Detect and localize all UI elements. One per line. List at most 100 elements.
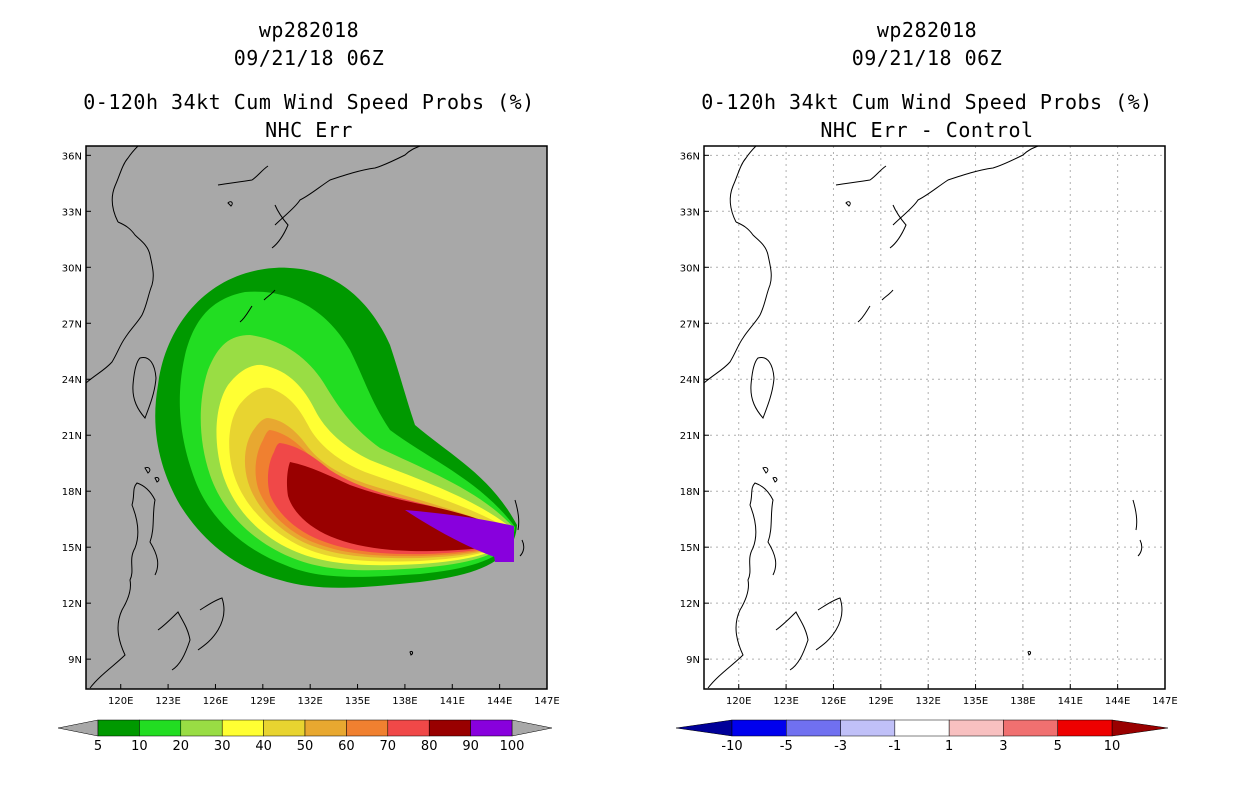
coastline-segment xyxy=(157,611,191,671)
right-gridlines xyxy=(704,146,1165,689)
lat-tick-label: 30N xyxy=(62,263,82,274)
lat-tick-label: 36N xyxy=(680,151,700,162)
colorbar-label: 60 xyxy=(338,739,355,754)
colorbar-label: 40 xyxy=(255,739,272,754)
colorbar-end-high xyxy=(1111,719,1169,737)
lon-tick-label: 120E xyxy=(726,696,751,707)
colorbar-swatch xyxy=(221,719,264,737)
coastline-segment xyxy=(132,356,157,419)
lat-tick-label: 21N xyxy=(680,431,700,442)
lon-tick-label: 129E xyxy=(868,696,893,707)
coastline-segment xyxy=(762,467,778,483)
coastline-segment xyxy=(1132,499,1143,557)
lat-tick-label: 27N xyxy=(62,319,82,330)
coastline-segment xyxy=(89,482,159,689)
colorbar-label: 90 xyxy=(462,739,479,754)
lon-tick-label: 141E xyxy=(1058,696,1083,707)
colorbar-label: -5 xyxy=(780,739,793,754)
lat-tick-label: 18N xyxy=(62,487,82,498)
coastline-segment xyxy=(892,145,1039,226)
colorbar-swatch xyxy=(731,719,787,737)
lon-tick-label: 129E xyxy=(250,696,275,707)
colorbar-swatch xyxy=(180,719,223,737)
left-colorbar: 5 10 20 30 40 50 60 70 80 90 100 xyxy=(57,719,553,754)
coastline-segment xyxy=(197,597,225,651)
colorbar-swatch xyxy=(894,719,950,737)
lat-tick-label: 21N xyxy=(62,431,82,442)
lon-tick-label: 135E xyxy=(345,696,370,707)
coastline-segment xyxy=(889,204,907,249)
colorbar-swatch xyxy=(97,719,140,737)
colorbar-swatch xyxy=(304,719,347,737)
colorbar-label: 10 xyxy=(1104,739,1121,754)
colorbar-swatch xyxy=(786,719,841,737)
coastline-segment xyxy=(227,201,414,656)
left-probability-map: 120E 123E 126E 129E 132E 135E 138E 141E 144E 147E… xyxy=(57,145,560,754)
colorbar-swatch xyxy=(1057,719,1113,737)
lon-tick-label: 126E xyxy=(821,696,846,707)
lat-tick-label: 24N xyxy=(680,375,700,386)
right-panel: wp282018 09/21/18 06Z 0-120h 34kt Cum Wi… xyxy=(618,0,1236,800)
coastline-segment xyxy=(514,499,525,557)
colorbar-swatch xyxy=(948,719,1004,737)
coastline-segment xyxy=(144,467,160,483)
lat-tick-label: 27N xyxy=(680,319,700,330)
lat-tick-label: 33N xyxy=(680,207,700,218)
colorbar-label: 1 xyxy=(945,739,953,754)
lat-tick-label: 12N xyxy=(680,599,700,610)
colorbar-label: 50 xyxy=(297,739,314,754)
colorbar-label: 30 xyxy=(214,739,231,754)
coastline-segment xyxy=(750,356,775,419)
colorbar-swatch xyxy=(387,719,430,737)
left-title-storm-id: wp282018 xyxy=(258,18,360,42)
colorbar-swatch xyxy=(470,719,513,737)
right-axes: 120E 123E 126E 129E 132E 135E 138E 141E 144E 147E… xyxy=(680,151,1178,707)
colorbar-label: 10 xyxy=(131,739,148,754)
coastline-segment xyxy=(729,145,757,223)
colorbar-swatch xyxy=(1003,719,1058,737)
coastline-segment xyxy=(217,165,269,186)
right-map-frame xyxy=(703,145,1166,690)
left-title-product: 0-120h 34kt Cum Wind Speed Probs (%) xyxy=(83,90,535,114)
lon-tick-label: 123E xyxy=(773,696,798,707)
lon-tick-label: 147E xyxy=(1152,696,1177,707)
lon-tick-label: 132E xyxy=(915,696,940,707)
colorbar-label: -3 xyxy=(834,739,847,754)
colorbar-label: 70 xyxy=(380,739,397,754)
left-panel: wp282018 09/21/18 06Z 0-120h 34kt Cum Wi… xyxy=(57,18,560,754)
lon-tick-label: 138E xyxy=(1010,696,1035,707)
coastline-segment xyxy=(85,221,154,384)
colorbar-swatch xyxy=(428,719,471,737)
lat-tick-label: 33N xyxy=(62,207,82,218)
colorbar-label: -10 xyxy=(721,739,742,754)
lat-tick-label: 30N xyxy=(680,263,700,274)
lat-tick-label: 9N xyxy=(686,655,700,666)
colorbar-label: 80 xyxy=(421,739,438,754)
colorbar-swatch xyxy=(840,719,896,737)
colorbar-label: 5 xyxy=(94,739,102,754)
coastline-segment xyxy=(857,289,894,323)
right-difference-map: 120E 123E 126E 129E 132E 135E 138E 141E 144E 147E… xyxy=(675,145,1178,754)
left-coastlines xyxy=(85,145,525,689)
colorbar-end-low xyxy=(675,719,733,737)
right-title-variant: NHC Err - Control xyxy=(820,118,1034,142)
left-map-frame xyxy=(85,145,548,690)
lon-tick-label: 126E xyxy=(203,696,228,707)
lat-tick-label: 18N xyxy=(680,487,700,498)
coastline-segment xyxy=(239,289,276,323)
lon-tick-label: 138E xyxy=(392,696,417,707)
lon-tick-label: 147E xyxy=(534,696,559,707)
colorbar-swatch xyxy=(263,719,306,737)
right-title-datetime: 09/21/18 06Z xyxy=(851,46,1003,70)
right-colorbar: -10 -5 -3 -1 1 3 5 10 xyxy=(675,719,1169,754)
right-title-storm-id: wp282018 xyxy=(876,18,978,42)
coastline-segment xyxy=(835,165,887,186)
left-title-variant: NHC Err xyxy=(265,118,353,142)
colorbar-label: 20 xyxy=(173,739,190,754)
lat-tick-label: 36N xyxy=(62,151,82,162)
colorbar-swatch xyxy=(346,719,389,737)
colorbar-end-high xyxy=(511,719,553,737)
right-title-product: 0-120h 34kt Cum Wind Speed Probs (%) xyxy=(701,90,1153,114)
lon-tick-label: 135E xyxy=(963,696,988,707)
contour-90 xyxy=(405,510,514,562)
